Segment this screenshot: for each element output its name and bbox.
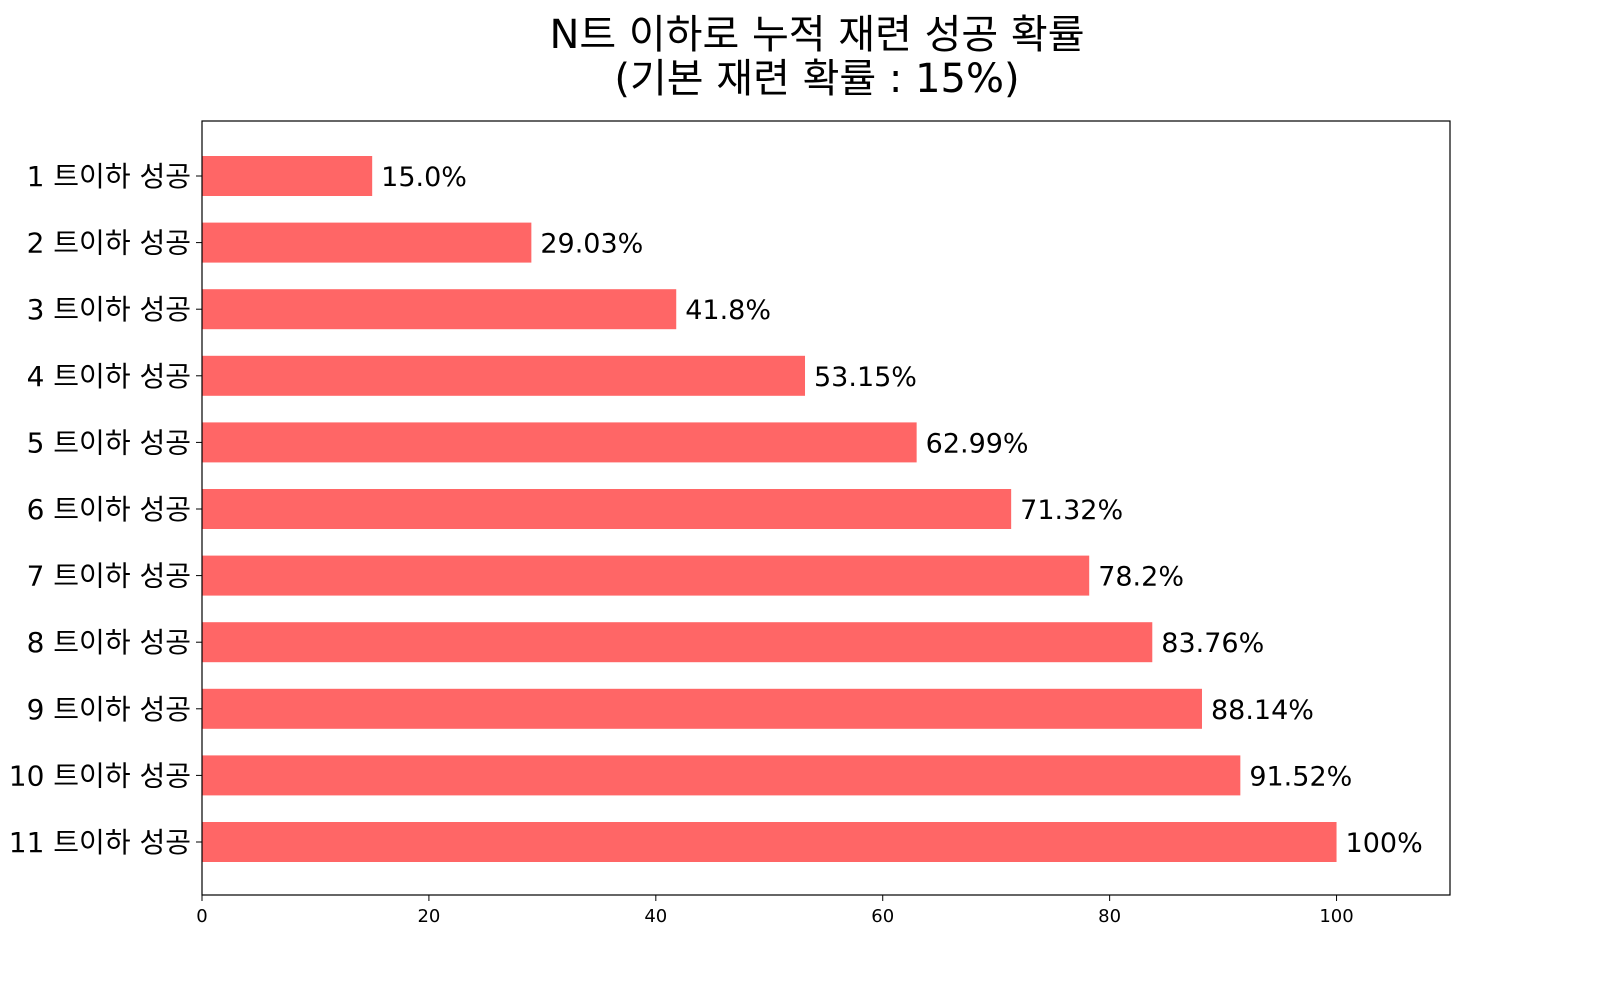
bar — [202, 755, 1241, 796]
bar — [202, 156, 373, 196]
bar — [202, 489, 1012, 529]
bar-value-label: 71.32% — [1020, 495, 1123, 526]
y-axis-ticks: 1 트이하 성공 2 트이하 성공 3 트이하 성공 4 트이하 성공 5 트이하 성공… — [9, 160, 202, 859]
y-tick-label: 7 트이하 성공 — [27, 560, 191, 593]
bar — [202, 355, 806, 396]
plot-frame — [201, 120, 1451, 896]
bar — [202, 622, 1153, 663]
bar — [202, 555, 1090, 596]
y-tick-label: 8 트이하 성공 — [27, 626, 191, 659]
bar-value-label: 15.0% — [381, 162, 467, 193]
x-axis-ticks: 0 20 40 60 80 100 — [196, 895, 1354, 927]
y-tick-label: 4 트이하 성공 — [27, 360, 191, 393]
y-tick-label: 10 트이하 성공 — [9, 759, 191, 792]
bar — [202, 822, 1337, 862]
bar-value-label: 100% — [1346, 828, 1423, 859]
x-tick-label: 100 — [1319, 906, 1353, 927]
bar — [202, 688, 1202, 729]
x-tick-label: 20 — [417, 906, 440, 927]
y-tick-label: 5 트이하 성공 — [27, 426, 191, 459]
bar-value-label: 41.8% — [685, 295, 771, 326]
x-tick-label: 60 — [871, 906, 894, 927]
y-tick-label: 2 트이하 성공 — [27, 227, 191, 260]
bar-value-label: 91.52% — [1249, 761, 1352, 792]
y-tick-label: 11 트이하 성공 — [9, 826, 191, 859]
y-tick-label: 3 트이하 성공 — [27, 293, 191, 326]
bar-value-label: 62.99% — [926, 428, 1029, 459]
bar — [202, 422, 917, 463]
chart-title-line-2: (기본 재련 확률 : 15%) — [614, 56, 1019, 102]
y-tick-label: 1 트이하 성공 — [27, 160, 191, 193]
x-tick-label: 0 — [196, 906, 207, 927]
chart-title-line-1: N트 이하로 누적 재련 성공 확률 — [549, 12, 1084, 58]
bar — [202, 289, 677, 330]
bar — [202, 222, 532, 263]
x-tick-label: 80 — [1098, 906, 1121, 927]
bar-value-label: 53.15% — [814, 362, 917, 393]
data-labels-layer: 15.0% 29.03% 41.8% 53.15% 62.99% 71.32% 78.2% 8… — [381, 162, 1423, 859]
x-tick-label: 40 — [644, 906, 667, 927]
bar-value-label: 83.76% — [1161, 628, 1264, 659]
bar-value-label: 29.03% — [540, 229, 643, 260]
bar-value-label: 88.14% — [1211, 695, 1314, 726]
bars-layer — [202, 156, 1337, 862]
y-tick-label: 9 트이하 성공 — [27, 693, 191, 726]
bar-value-label: 78.2% — [1098, 562, 1184, 593]
y-tick-label: 6 트이하 성공 — [27, 493, 191, 526]
